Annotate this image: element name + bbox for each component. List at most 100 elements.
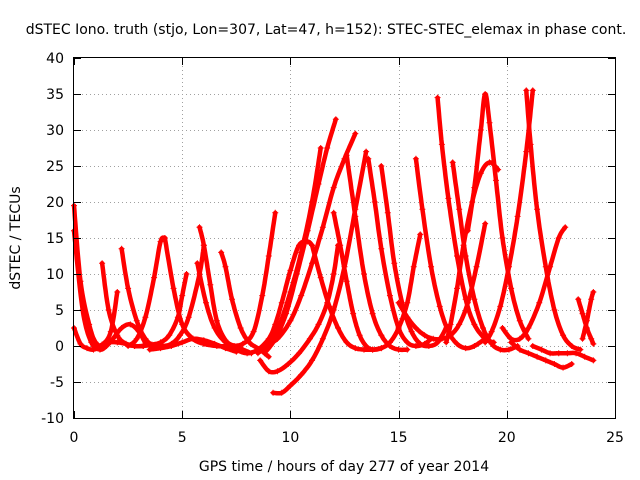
data-point (486, 119, 493, 126)
data-point (213, 317, 220, 324)
data-point (285, 361, 292, 367)
data-point (133, 317, 140, 324)
data-point (90, 346, 97, 353)
data-point (222, 339, 229, 346)
data-point (127, 321, 134, 328)
data-point (83, 345, 90, 352)
data-point (287, 267, 294, 274)
data-point (447, 321, 454, 328)
data-point (369, 346, 376, 353)
data-point (177, 332, 184, 339)
data-point (386, 292, 393, 299)
data-series (270, 148, 370, 396)
data-point (590, 340, 597, 347)
data-point (508, 339, 515, 346)
y-tick-label: -5 (50, 375, 64, 391)
series-trace (580, 289, 596, 342)
data-point (525, 350, 532, 357)
series-trace (197, 224, 254, 356)
data-point (551, 361, 558, 367)
data-series (499, 224, 569, 343)
data-point (157, 238, 164, 245)
data-point (421, 332, 428, 339)
data-point (573, 350, 580, 357)
data-point (244, 350, 251, 357)
data-point (391, 260, 398, 267)
data-point (443, 339, 450, 346)
series-trace (435, 95, 497, 345)
data-point (412, 155, 419, 162)
data-point (462, 296, 469, 303)
data-series (118, 242, 207, 349)
data-series (378, 163, 450, 349)
series-trace (530, 343, 596, 363)
data-point (125, 343, 132, 349)
data-point (438, 335, 445, 342)
data-point (276, 321, 283, 328)
data-point (278, 389, 285, 396)
data-point (222, 263, 229, 270)
data-point (179, 339, 186, 346)
series-trace (465, 91, 531, 342)
data-point (516, 317, 523, 324)
data-point (568, 343, 575, 349)
data-point (254, 350, 261, 357)
data-series (482, 87, 536, 346)
data-point (360, 346, 367, 353)
data-point (211, 340, 218, 347)
data-point (523, 148, 530, 155)
data-point (222, 345, 229, 352)
data-point (371, 199, 378, 205)
data-point (207, 281, 214, 288)
data-point (560, 332, 567, 339)
data-point (378, 245, 385, 252)
data-point (575, 296, 582, 303)
data-point (449, 159, 456, 166)
data-point (168, 343, 175, 349)
data-point (404, 339, 411, 346)
data-point (218, 249, 225, 256)
data-point (471, 184, 478, 191)
data-point (363, 148, 370, 155)
data-point (105, 307, 112, 313)
x-tick-label: 5 (178, 430, 187, 446)
data-point (523, 87, 530, 94)
data-point (369, 310, 376, 317)
data-point (272, 209, 279, 216)
data-point (428, 263, 435, 270)
data-point (88, 339, 95, 346)
data-point (332, 116, 339, 123)
data-point (319, 335, 326, 342)
data-point (497, 303, 504, 310)
data-point (287, 289, 294, 295)
data-point (317, 145, 324, 151)
axis-ticks (74, 58, 616, 419)
data-point (179, 321, 186, 328)
y-tick-label: -10 (41, 411, 64, 427)
data-point (473, 263, 480, 270)
data-point (324, 145, 331, 151)
data-point (265, 253, 272, 259)
data-point (265, 339, 272, 346)
data-point (492, 177, 499, 184)
data-point (562, 224, 569, 231)
data-point (404, 314, 411, 321)
data-point (564, 350, 571, 357)
data-point (360, 271, 367, 277)
x-axis-label: GPS time / hours of day 277 of year 2014 (199, 459, 489, 475)
data-point (508, 285, 515, 292)
data-point (270, 389, 277, 396)
data-point (456, 321, 463, 328)
data-point (352, 345, 359, 352)
data-series (464, 91, 532, 342)
data-series (434, 94, 497, 346)
series-trace (125, 235, 168, 349)
data-point (330, 184, 337, 191)
data-series (254, 145, 324, 357)
data-point (560, 364, 567, 371)
data-point (590, 289, 597, 295)
data-point (190, 335, 197, 342)
series-trace (270, 149, 369, 396)
data-series (579, 289, 597, 342)
